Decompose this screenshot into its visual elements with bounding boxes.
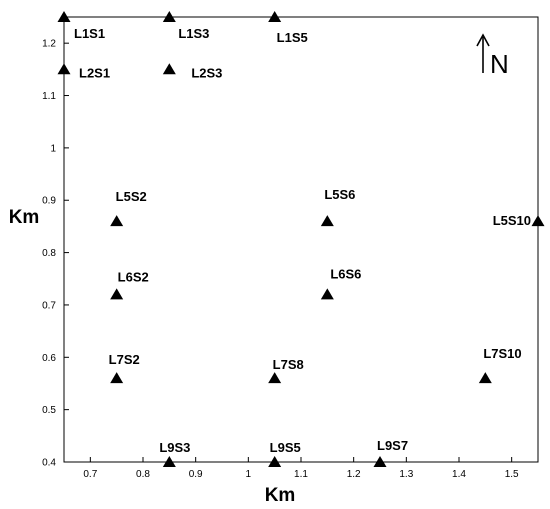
station-label: L7S8 bbox=[273, 357, 304, 372]
station-label: L7S2 bbox=[109, 352, 140, 367]
x-tick-label: 1 bbox=[246, 469, 252, 480]
station-label: L5S10 bbox=[493, 213, 531, 228]
station-label: L9S3 bbox=[159, 440, 190, 455]
station-marker bbox=[531, 215, 545, 227]
station-label: L6S2 bbox=[118, 269, 149, 284]
y-tick-label: 1.1 bbox=[42, 91, 56, 102]
x-tick-label: 0.9 bbox=[189, 469, 203, 480]
y-axis: 0.4 0.5 0.6 0.7 0.8 0.9 1 1.1 1.2 bbox=[42, 39, 69, 469]
station-label: L6S6 bbox=[330, 266, 361, 281]
station-label: L2S3 bbox=[191, 65, 222, 80]
station-label: L5S2 bbox=[116, 189, 147, 204]
station-marker bbox=[268, 372, 282, 384]
x-tick-label: 1.1 bbox=[294, 469, 308, 480]
x-axis-title: Km bbox=[265, 485, 296, 506]
station-label: L1S5 bbox=[277, 30, 308, 45]
station-marker bbox=[57, 63, 71, 75]
y-tick-label: 0.9 bbox=[42, 196, 56, 207]
north-arrow-icon bbox=[476, 33, 490, 73]
y-tick-label: 0.6 bbox=[42, 353, 56, 364]
y-axis-title: Km bbox=[9, 207, 40, 228]
station-marker bbox=[320, 288, 334, 300]
x-axis: 0.7 0.8 0.9 1 1.1 1.2 1.3 1.4 1.5 bbox=[83, 457, 519, 480]
station-marker bbox=[162, 455, 176, 467]
station-marker bbox=[268, 455, 282, 467]
y-tick-label: 0.5 bbox=[42, 405, 56, 416]
station-label: L5S6 bbox=[324, 187, 355, 202]
plot-frame bbox=[63, 16, 539, 463]
x-tick-label: 1.2 bbox=[347, 469, 361, 480]
station-marker bbox=[162, 63, 176, 75]
x-tick-label: 0.7 bbox=[83, 469, 97, 480]
station-marker bbox=[162, 10, 176, 22]
station-label: L2S1 bbox=[79, 65, 110, 80]
station-marker bbox=[110, 215, 124, 227]
x-tick-label: 1.4 bbox=[452, 469, 466, 480]
station-marker bbox=[478, 372, 492, 384]
station-label: L7S10 bbox=[483, 346, 521, 361]
y-tick-label: 0.8 bbox=[42, 248, 56, 259]
x-tick-label: 0.8 bbox=[136, 469, 150, 480]
station-marker bbox=[373, 455, 387, 467]
y-tick-label: 1.2 bbox=[42, 39, 56, 50]
station-points: L1S1 L1S3 L1S5 L2S1 L2S3 L5S2 L5S6 L5S10 L6S2 L6S… bbox=[57, 10, 545, 467]
y-tick-label: 0.4 bbox=[42, 458, 56, 469]
station-label: L9S5 bbox=[270, 440, 301, 455]
station-label: L9S7 bbox=[377, 438, 408, 453]
station-label: L1S3 bbox=[178, 26, 209, 41]
station-marker bbox=[320, 215, 334, 227]
north-label: N bbox=[490, 49, 509, 79]
y-tick-label: 0.7 bbox=[42, 300, 56, 311]
station-marker bbox=[110, 372, 124, 384]
y-tick-label: 1 bbox=[50, 143, 56, 154]
station-marker bbox=[57, 10, 71, 22]
station-label: L1S1 bbox=[74, 26, 105, 41]
x-tick-label: 1.3 bbox=[399, 469, 413, 480]
x-tick-label: 1.5 bbox=[505, 469, 519, 480]
station-marker bbox=[110, 288, 124, 300]
station-marker bbox=[268, 10, 282, 22]
